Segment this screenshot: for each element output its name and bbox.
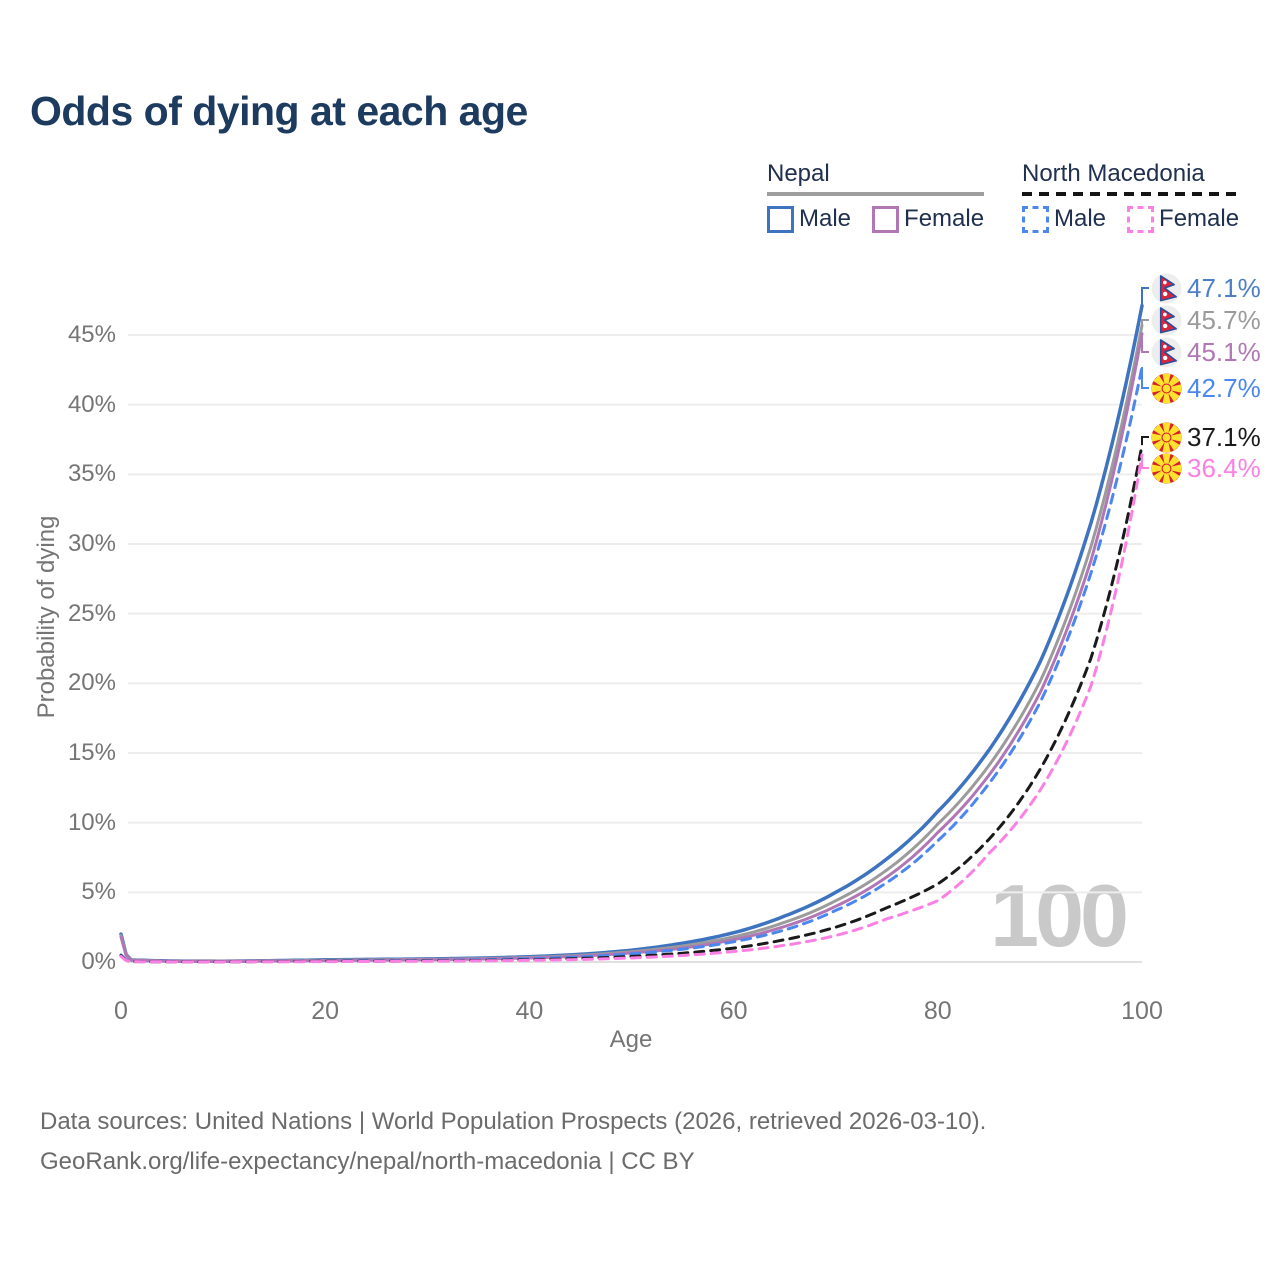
- end-label-4: 37.1%: [1151, 421, 1261, 453]
- north-macedonia-flag-icon: [1151, 452, 1182, 484]
- y-tick-0: 0%: [81, 948, 116, 975]
- end-label-connector-0: [1141, 287, 1149, 306]
- end-label-value: 42.7%: [1187, 372, 1261, 403]
- legend-item-nepal-female[interactable]: Female: [872, 205, 984, 233]
- y-tick-20: 20%: [67, 669, 116, 697]
- legend-country-nepal[interactable]: Nepal: [767, 160, 985, 196]
- north-macedonia-flag-icon: [1151, 421, 1182, 453]
- legend-item-nepal-male[interactable]: Male: [767, 205, 851, 233]
- end-label-3: 42.7%: [1151, 372, 1261, 404]
- legend-item-nm-male[interactable]: Male: [1022, 205, 1106, 233]
- end-label-value: 45.1%: [1187, 336, 1261, 367]
- x-tick-100: 100: [1121, 997, 1163, 1025]
- x-tick-20: 20: [311, 997, 340, 1025]
- legend-item-nm-female[interactable]: Female: [1127, 205, 1239, 233]
- y-tick-15: 15%: [67, 739, 116, 766]
- nepal-flag-icon: [1151, 304, 1182, 336]
- legend-swatch-nm-male: [1022, 205, 1049, 233]
- legend-item-label: Male: [799, 205, 852, 232]
- end-label-value: 37.1%: [1187, 421, 1261, 452]
- footer-data-sources: Data sources: United Nations | World Pop…: [40, 1108, 987, 1135]
- y-tick-35: 35%: [67, 460, 116, 488]
- nepal-flag-icon: [1151, 272, 1182, 304]
- end-label-5: 36.4%: [1151, 452, 1261, 484]
- legend-swatch-nepal-male: [767, 205, 794, 233]
- nepal-flag-icon: [1151, 336, 1182, 368]
- y-tick-25: 25%: [67, 599, 116, 627]
- legend-item-label: Male: [1054, 205, 1107, 232]
- x-tick-40: 40: [515, 997, 544, 1025]
- end-label-connector-2: [1141, 333, 1149, 353]
- x-tick-0: 0: [114, 997, 128, 1025]
- legend-item-label: Female: [1159, 205, 1240, 232]
- legend-line-sample-north-macedonia: [1022, 192, 1240, 196]
- end-label-connector-1: [1141, 319, 1149, 326]
- legend-swatch-nepal-female: [872, 205, 900, 233]
- footer-attribution: GeoRank.org/life-expectancy/nepal/north-…: [40, 1148, 695, 1175]
- end-label-value: 45.7%: [1187, 304, 1261, 335]
- north-macedonia-flag-icon: [1151, 372, 1182, 404]
- legend-country-label: North Macedonia: [1022, 160, 1205, 187]
- end-label-value: 47.1%: [1187, 272, 1261, 303]
- y-tick-5: 5%: [81, 878, 116, 906]
- series-line-1: [119, 323, 1144, 963]
- page-title: Odds of dying at each age: [30, 88, 528, 134]
- legend-country-north-macedonia[interactable]: North Macedonia: [1022, 160, 1240, 196]
- legend-country-label: Nepal: [767, 160, 830, 187]
- legend-group-nepal: Nepal Male Female: [767, 160, 985, 233]
- end-label-connector-5: [1141, 454, 1149, 469]
- y-tick-10: 10%: [67, 808, 116, 836]
- end-label-connector-3: [1141, 367, 1149, 389]
- series-line-4: [119, 443, 1144, 964]
- legend-group-north-macedonia: North Macedonia Male Female: [1022, 160, 1240, 233]
- age-counter-watermark: 100: [990, 866, 1129, 965]
- x-axis-title: Age: [609, 1026, 653, 1053]
- series-line-3: [119, 365, 1144, 964]
- x-tick-80: 80: [923, 997, 952, 1025]
- end-label-1: 45.7%: [1151, 304, 1261, 336]
- end-label-value: 36.4%: [1187, 452, 1261, 483]
- legend-line-sample-nepal: [767, 192, 985, 196]
- x-tick-60: 60: [719, 997, 748, 1025]
- legend-swatch-nm-female: [1127, 205, 1155, 233]
- y-tick-30: 30%: [67, 530, 116, 557]
- end-label-0: 47.1%: [1151, 272, 1261, 304]
- legend-item-label: Female: [904, 205, 985, 232]
- y-tick-45: 45%: [67, 321, 116, 348]
- series-line-2: [119, 332, 1144, 963]
- end-label-connector-4: [1141, 436, 1149, 446]
- end-label-2: 45.1%: [1151, 336, 1261, 368]
- y-tick-40: 40%: [67, 390, 116, 418]
- series-line-5: [119, 453, 1144, 964]
